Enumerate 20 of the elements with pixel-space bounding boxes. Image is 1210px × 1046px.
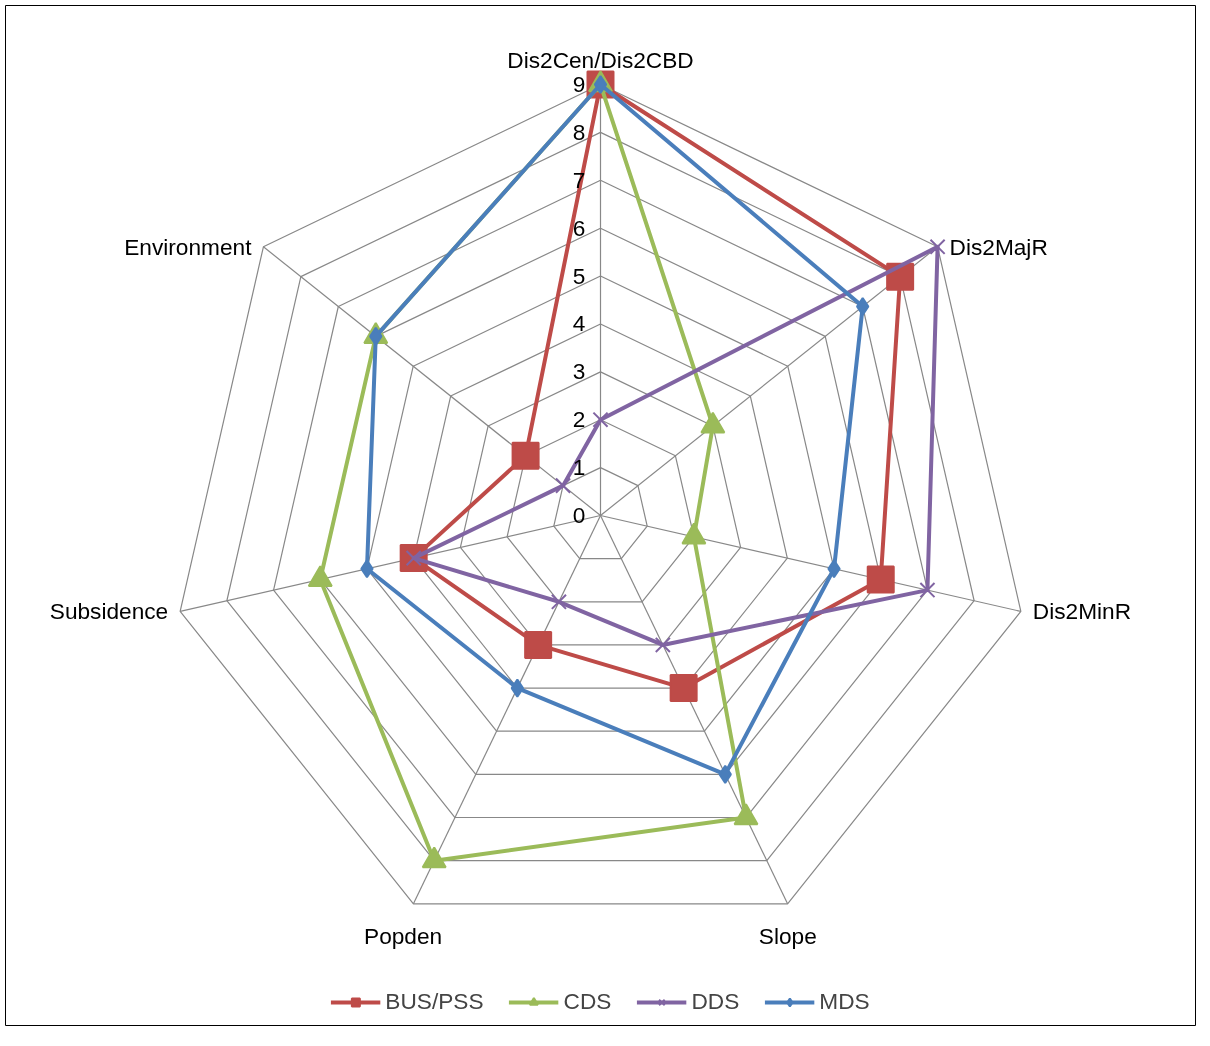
legend-label: DDS xyxy=(691,988,740,1015)
y-tick-label: 4 xyxy=(572,310,586,337)
legend-label: CDS xyxy=(563,988,612,1015)
spoke-label: Environment xyxy=(124,233,253,260)
spoke-label: Subsidence xyxy=(49,598,169,625)
spoke-label: Slope xyxy=(758,922,817,949)
y-tick-label: 8 xyxy=(572,118,586,145)
y-tick-label: 0 xyxy=(572,502,586,528)
y-tick-label: 9 xyxy=(572,71,586,98)
y-tick-label: 2 xyxy=(572,406,586,433)
y-tick-label: 6 xyxy=(572,214,586,241)
spoke-label: Dis2MinR xyxy=(1032,598,1132,625)
spoke-label: Dis2MajR xyxy=(949,233,1048,260)
spoke-label: Popden xyxy=(364,922,443,949)
y-tick-label: 3 xyxy=(572,358,586,385)
legend-label: BUS/PSS xyxy=(385,988,484,1015)
y-tick-label: 5 xyxy=(572,262,586,289)
spoke-label: Dis2Cen/Dis2CBD xyxy=(507,46,694,73)
legend-label: MDS xyxy=(819,988,870,1015)
y-tick-label: 1 xyxy=(572,454,586,481)
